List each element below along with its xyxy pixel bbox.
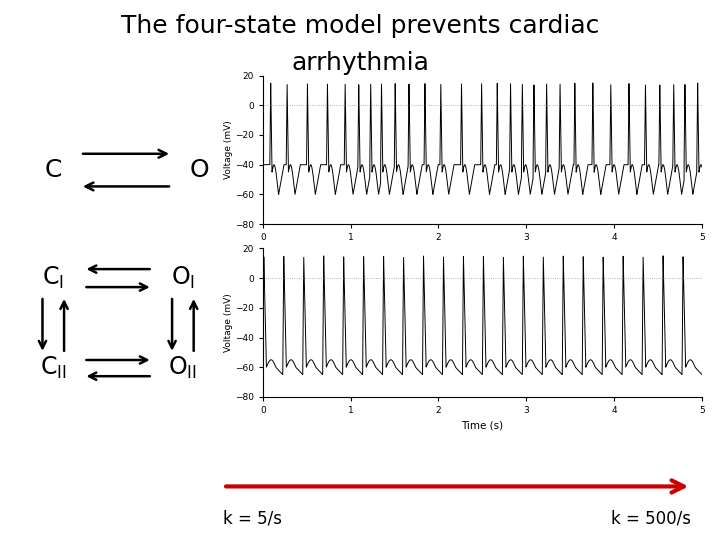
Text: C$_\mathregular{II}$: C$_\mathregular{II}$ bbox=[40, 355, 67, 381]
Text: C$_\mathregular{I}$: C$_\mathregular{I}$ bbox=[42, 265, 64, 291]
Text: arrhythmia: arrhythmia bbox=[291, 51, 429, 75]
Y-axis label: Voltage (mV): Voltage (mV) bbox=[225, 293, 233, 352]
Text: O$_\mathregular{I}$: O$_\mathregular{I}$ bbox=[171, 265, 195, 291]
Text: O: O bbox=[189, 158, 209, 182]
Text: The four-state model prevents cardiac: The four-state model prevents cardiac bbox=[121, 14, 599, 37]
Y-axis label: Voltage (mV): Voltage (mV) bbox=[225, 120, 233, 179]
Text: O$_\mathregular{II}$: O$_\mathregular{II}$ bbox=[168, 355, 197, 381]
Text: k = 5/s: k = 5/s bbox=[223, 509, 282, 528]
Text: k = 500/s: k = 500/s bbox=[611, 509, 691, 528]
Text: C: C bbox=[44, 158, 62, 182]
X-axis label: Time (s): Time (s) bbox=[462, 421, 503, 430]
X-axis label: Time (s): Time (s) bbox=[462, 248, 503, 258]
